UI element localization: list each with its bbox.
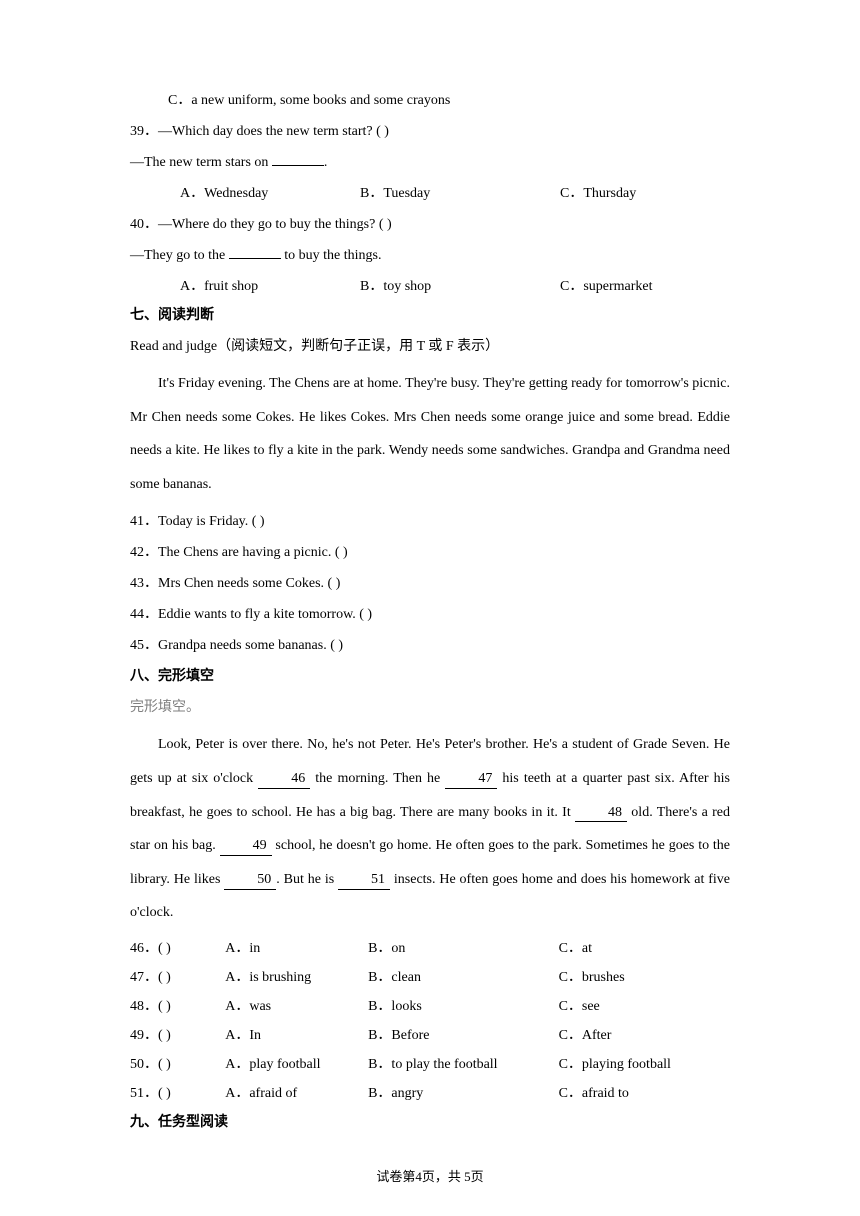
cloze-49-c: C．After bbox=[559, 1025, 730, 1046]
q39-opt-b: B．Tuesday bbox=[360, 183, 560, 204]
section7-title: 七、阅读判断 bbox=[130, 305, 730, 326]
q40-opt-c: C．supermarket bbox=[560, 276, 740, 297]
q39-opt-a: A．Wednesday bbox=[180, 183, 360, 204]
q40-opt-a: A．fruit shop bbox=[180, 276, 360, 297]
cloze-47-a: A．is brushing bbox=[225, 967, 368, 988]
blank-46: 46 bbox=[258, 771, 310, 789]
cloze-46-c: C．at bbox=[559, 938, 730, 959]
q40-options: A．fruit shop B．toy shop C．supermarket bbox=[180, 276, 730, 297]
cloze-48-b: B．looks bbox=[368, 996, 558, 1017]
blank-51: 51 bbox=[338, 872, 390, 890]
cloze-47-c: C．brushes bbox=[559, 967, 730, 988]
cloze-48: 48．( ) A．was B．looks C．see bbox=[130, 996, 730, 1017]
cloze-51-a: A．afraid of bbox=[225, 1083, 368, 1104]
q40-stem2: —They go to the to buy the things. bbox=[130, 245, 730, 266]
blank-49: 49 bbox=[220, 838, 272, 856]
cloze-50: 50．( ) A．play football B．to play the foo… bbox=[130, 1054, 730, 1075]
q39-blank bbox=[272, 152, 324, 166]
q42: 42．The Chens are having a picnic. ( ) bbox=[130, 542, 730, 563]
cloze-50-c: C．playing football bbox=[559, 1054, 730, 1075]
cloze-49-a: A．In bbox=[225, 1025, 368, 1046]
q40-blank bbox=[229, 245, 281, 259]
section9-title: 九、任务型阅读 bbox=[130, 1112, 730, 1133]
section7-passage: It's Friday evening. The Chens are at ho… bbox=[130, 367, 730, 501]
cloze-50-num: 50．( ) bbox=[130, 1054, 225, 1075]
cloze-51-c: C．afraid to bbox=[559, 1083, 730, 1104]
cloze-49-b: B．Before bbox=[368, 1025, 558, 1046]
section8-sub: 完形填空。 bbox=[130, 697, 730, 718]
cloze-48-a: A．was bbox=[225, 996, 368, 1017]
cloze-47-num: 47．( ) bbox=[130, 967, 225, 988]
cloze-48-c: C．see bbox=[559, 996, 730, 1017]
q39-options: A．Wednesday B．Tuesday C．Thursday bbox=[180, 183, 730, 204]
cloze-50-a: A．play football bbox=[225, 1054, 368, 1075]
q39-opt-c: C．Thursday bbox=[560, 183, 740, 204]
page-footer: 试卷第4页，共 5页 bbox=[0, 1167, 860, 1187]
blank-47: 47 bbox=[445, 771, 497, 789]
section8-title: 八、完形填空 bbox=[130, 666, 730, 687]
q38-opt-c-text: C．a new uniform, some books and some cra… bbox=[168, 93, 450, 108]
cloze-47: 47．( ) A．is brushing B．clean C．brushes bbox=[130, 967, 730, 988]
cloze-46: 46．( ) A．in B．on C．at bbox=[130, 938, 730, 959]
cloze-46-b: B．on bbox=[368, 938, 558, 959]
cloze-49-num: 49．( ) bbox=[130, 1025, 225, 1046]
q39-stem1: 39．—Which day does the new term start? (… bbox=[130, 121, 730, 142]
section8-passage: Look, Peter is over there. No, he's not … bbox=[130, 728, 730, 930]
section7-instruction: Read and judge（阅读短文，判断句子正误，用 T 或 F 表示） bbox=[130, 336, 730, 357]
cloze-47-b: B．clean bbox=[368, 967, 558, 988]
q43: 43．Mrs Chen needs some Cokes. ( ) bbox=[130, 573, 730, 594]
q40-opt-b: B．toy shop bbox=[360, 276, 560, 297]
q45: 45．Grandpa needs some bananas. ( ) bbox=[130, 635, 730, 656]
blank-48: 48 bbox=[575, 805, 627, 823]
cloze-48-num: 48．( ) bbox=[130, 996, 225, 1017]
blank-50: 50 bbox=[224, 872, 276, 890]
cloze-46-num: 46．( ) bbox=[130, 938, 225, 959]
q41: 41．Today is Friday. ( ) bbox=[130, 511, 730, 532]
cloze-51: 51．( ) A．afraid of B．angry C．afraid to bbox=[130, 1083, 730, 1104]
q39-stem2: —The new term stars on . bbox=[130, 152, 730, 173]
q38-option-c: C．a new uniform, some books and some cra… bbox=[168, 90, 730, 111]
cloze-46-a: A．in bbox=[225, 938, 368, 959]
cloze-49: 49．( ) A．In B．Before C．After bbox=[130, 1025, 730, 1046]
q44: 44．Eddie wants to fly a kite tomorrow. (… bbox=[130, 604, 730, 625]
cloze-51-num: 51．( ) bbox=[130, 1083, 225, 1104]
cloze-50-b: B．to play the football bbox=[368, 1054, 558, 1075]
q40-stem1: 40．—Where do they go to buy the things? … bbox=[130, 214, 730, 235]
cloze-51-b: B．angry bbox=[368, 1083, 558, 1104]
